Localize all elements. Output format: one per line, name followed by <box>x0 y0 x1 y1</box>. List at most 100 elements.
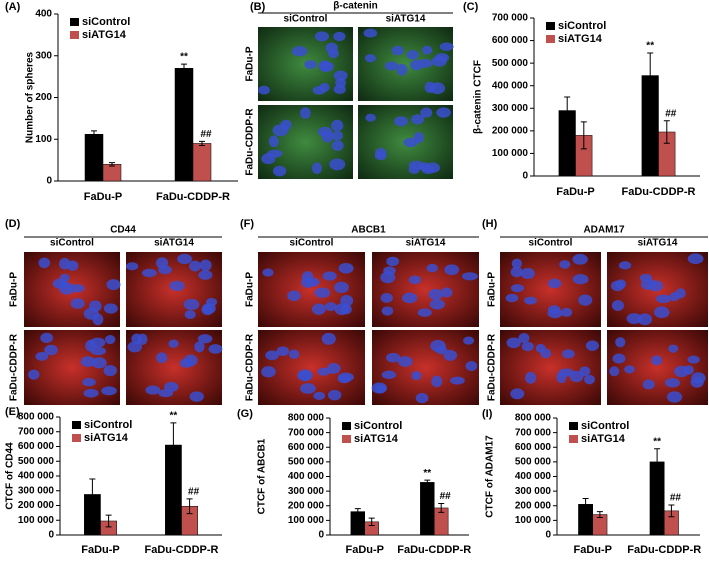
legend-swatch <box>72 434 81 442</box>
y-tick-label: 600 000 <box>492 35 529 46</box>
y-axis-label: CTCF of ADAM17 <box>485 435 496 518</box>
panel-label: (E) <box>5 406 20 418</box>
nucleus <box>194 341 205 353</box>
column-label: siControl <box>529 238 573 249</box>
y-tick-label: 200 000 <box>492 125 529 136</box>
nucleus <box>396 63 408 76</box>
panel-label: (B) <box>250 1 266 13</box>
nucleus <box>189 260 202 272</box>
legend-label: siControl <box>354 420 402 432</box>
y-tick-label: 300 000 <box>515 486 552 497</box>
error-bar <box>109 162 115 167</box>
y-tick-label: 0 <box>48 530 54 541</box>
nucleus <box>338 372 354 382</box>
row-label: FaDu-P <box>245 272 256 307</box>
significance-label: ## <box>440 491 452 502</box>
nucleus <box>394 116 409 127</box>
column-label: siATG14 <box>638 238 678 249</box>
nucleus <box>262 268 274 277</box>
x-tick-label: FaDu-CDDP-R <box>145 544 219 556</box>
nucleus <box>562 349 575 359</box>
y-tick-label: 700 000 <box>288 427 325 438</box>
nucleus <box>547 308 563 319</box>
nucleus <box>70 298 85 309</box>
y-tick-label: 300 000 <box>288 486 325 497</box>
nucleus <box>611 300 625 311</box>
nucleus <box>364 54 376 63</box>
nucleus <box>413 132 424 144</box>
nucleus <box>58 282 75 295</box>
nucleus <box>265 350 279 361</box>
nucleus <box>418 162 430 171</box>
nucleus <box>443 349 458 361</box>
nucleus <box>687 253 704 265</box>
nucleus <box>610 280 625 292</box>
nucleus <box>572 274 589 285</box>
nucleus <box>338 262 354 274</box>
nucleus <box>418 58 433 68</box>
nucleus <box>665 377 681 388</box>
panel-title: ADAM17 <box>583 225 625 236</box>
nucleus <box>156 352 168 363</box>
column-label: siControl <box>290 238 334 249</box>
significance-label: ** <box>653 436 661 447</box>
nucleus <box>331 119 344 132</box>
nucleus <box>626 313 643 324</box>
nucleus <box>398 356 413 367</box>
nucleus <box>35 351 49 361</box>
nucleus <box>331 130 343 141</box>
nucleus <box>434 53 450 63</box>
y-tick-label: 600 000 <box>515 442 552 453</box>
nucleus <box>306 277 320 287</box>
nucleus <box>80 356 96 367</box>
nucleus <box>333 84 346 94</box>
y-tick-label: 300 <box>35 50 52 61</box>
nucleus <box>38 257 51 269</box>
nucleus <box>642 379 655 390</box>
nucleus <box>333 31 346 42</box>
nucleus <box>83 388 99 398</box>
panel-label: (I) <box>482 408 493 420</box>
nucleus <box>444 264 460 276</box>
nucleus <box>420 107 433 118</box>
micrograph <box>500 252 601 327</box>
nucleus <box>311 162 322 174</box>
error-bar <box>424 479 431 486</box>
nucleus <box>299 383 316 394</box>
legend-swatch <box>70 18 79 26</box>
panel-title: CD44 <box>110 225 136 236</box>
nucleus <box>449 376 465 385</box>
nucleus <box>103 364 117 377</box>
nucleus <box>461 272 478 281</box>
panel-label: (G) <box>237 408 253 420</box>
row-label: FaDu-P <box>245 46 256 81</box>
nucleus <box>624 365 635 374</box>
nucleus <box>319 61 334 72</box>
nucleus <box>640 278 656 290</box>
significance-label: ** <box>170 411 178 422</box>
row-label: FaDu-CDDP-R <box>245 333 256 401</box>
nucleus <box>103 303 118 314</box>
panel-title: β-catenin <box>333 1 377 12</box>
nucleus <box>177 253 193 265</box>
nucleus <box>40 332 54 343</box>
nucleus <box>510 388 525 400</box>
nucleus <box>381 306 394 316</box>
nucleus <box>327 389 342 401</box>
micrograph <box>607 252 708 327</box>
panel-label: (F) <box>240 218 254 230</box>
nucleus <box>322 271 337 281</box>
nucleus <box>334 281 349 294</box>
panel-label: (H) <box>482 218 498 230</box>
x-tick-label: FaDu-P <box>81 544 120 556</box>
legend-swatch <box>342 435 351 443</box>
error-bar <box>199 140 205 147</box>
nucleus <box>428 288 443 300</box>
micrograph <box>358 27 454 101</box>
nucleus <box>687 355 700 364</box>
micrograph <box>258 27 353 101</box>
y-tick-label: 700 000 <box>515 427 552 438</box>
nucleus <box>28 369 40 380</box>
nucleus <box>417 308 432 317</box>
nucleus <box>208 344 223 354</box>
